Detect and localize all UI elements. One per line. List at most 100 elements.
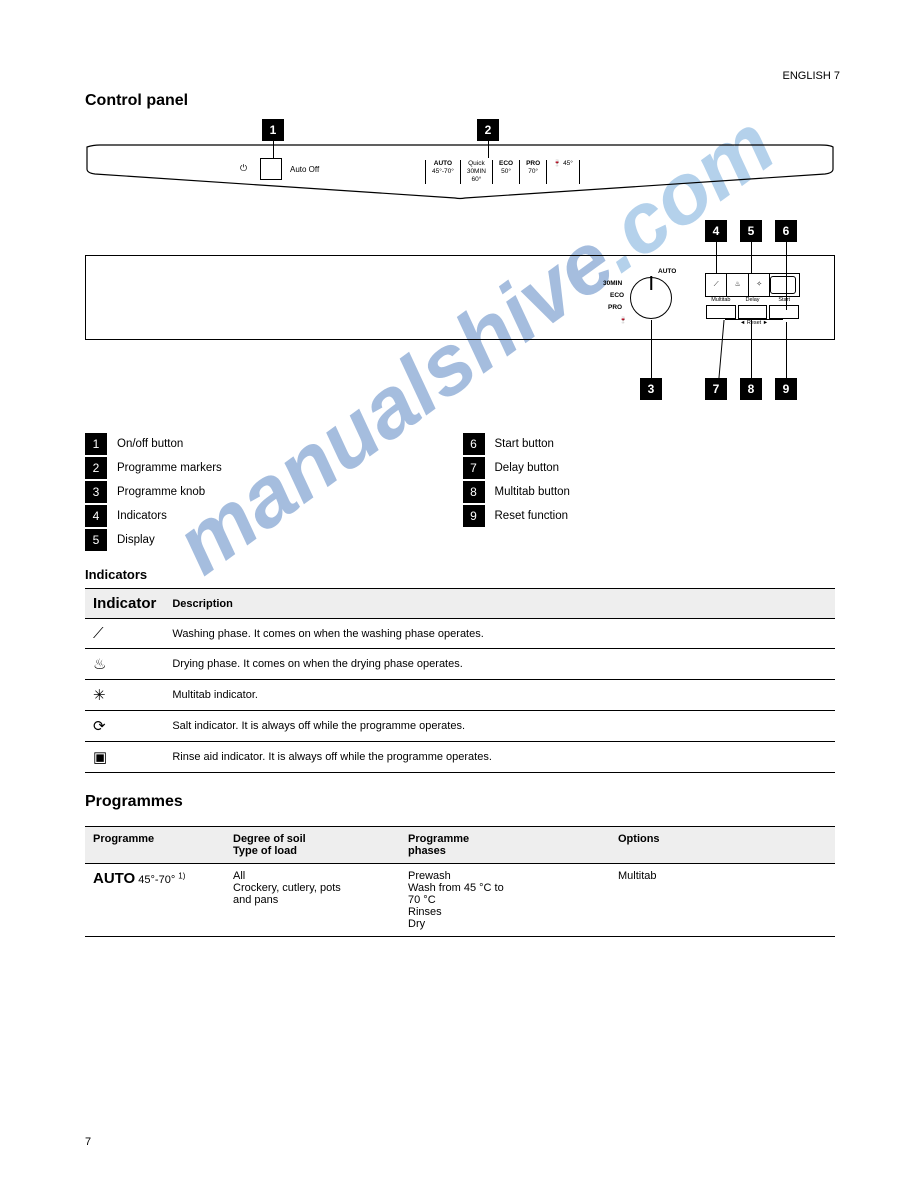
indicator-icon: ⟳ bbox=[85, 711, 164, 742]
marker-6: 6 bbox=[775, 220, 797, 242]
legend-text: Programme markers bbox=[117, 462, 222, 474]
legend-num: 3 bbox=[85, 481, 107, 503]
programmes-heading: Programmes bbox=[85, 793, 840, 811]
table-row: Programme Degree of soil Type of load Pr… bbox=[85, 827, 835, 864]
multitab-button-graphic bbox=[706, 305, 736, 319]
marker-9: 9 bbox=[775, 378, 797, 400]
indicator-cells: ⟋ ♨ ✧ bbox=[705, 273, 800, 297]
indicator-desc: Multitab indicator. bbox=[164, 680, 835, 711]
knob-label-pro: PRO bbox=[608, 304, 622, 311]
indicator-desc: Salt indicator. It is always off while t… bbox=[164, 711, 835, 742]
knob-label-glass: 🍷 bbox=[619, 316, 627, 324]
table-row: Indicator Description bbox=[85, 589, 835, 619]
knob-label-eco: ECO bbox=[610, 292, 624, 299]
marker-8: 8 bbox=[740, 378, 762, 400]
legend-text: Start button bbox=[495, 438, 554, 450]
table-row: ▣Rinse aid indicator. It is always off w… bbox=[85, 742, 835, 773]
legend-col-left: 1 On/off button 2 Programme markers 3 Progr… bbox=[85, 433, 463, 553]
page-number: 7 bbox=[85, 1136, 91, 1148]
table-row: ⟳Salt indicator. It is always off while … bbox=[85, 711, 835, 742]
marker-3: 3 bbox=[640, 378, 662, 400]
legend-text: Programme knob bbox=[117, 486, 205, 498]
table-row: ♨Drying phase. It comes on when the dryi… bbox=[85, 649, 835, 680]
prog-opts: Multitab bbox=[610, 864, 835, 937]
lower-panel: 4 5 6 AUTO 30MIN ECO PRO 🍷 ⟋ ♨ ✧ Multita… bbox=[85, 220, 835, 425]
prog-cell-0: AUTO45°-70° bbox=[425, 160, 460, 184]
button-labels: Multitab Delay Start bbox=[705, 297, 800, 303]
knob-label-auto: AUTO bbox=[658, 268, 676, 275]
indicator-cell-2: ✧ bbox=[749, 274, 770, 296]
prog-footnote: 1) bbox=[178, 871, 185, 880]
legend-text: Reset function bbox=[495, 510, 569, 522]
marker-1-line bbox=[273, 141, 274, 158]
prog-cell-4: 🍷 45° bbox=[546, 160, 580, 184]
indicators-table: Indicator Description ⟋Washing phase. It… bbox=[85, 588, 835, 773]
button-label-start: Start bbox=[768, 297, 800, 303]
auto-off-label: Auto Off bbox=[290, 165, 319, 174]
prog-cell-3: PRO70° bbox=[519, 160, 546, 184]
legend-text: Indicators bbox=[117, 510, 167, 522]
prog-name: AUTO bbox=[93, 870, 135, 887]
button-row bbox=[705, 305, 800, 319]
legend-num: 2 bbox=[85, 457, 107, 479]
reset-label: ◄ Reset ► bbox=[725, 319, 783, 326]
programmes-table: Programme Degree of soil Type of load Pr… bbox=[85, 826, 835, 937]
page-header: ENGLISH 7 bbox=[85, 70, 840, 82]
legend: 1 On/off button 2 Programme markers 3 Progr… bbox=[85, 433, 840, 553]
indicator-desc: Drying phase. It comes on when the dryin… bbox=[164, 649, 835, 680]
legend-text: On/off button bbox=[117, 438, 183, 450]
display-cluster: ⟋ ♨ ✧ Multitab Delay Start ◄ Reset ► bbox=[705, 273, 800, 321]
prog-th-0: Programme bbox=[85, 827, 225, 864]
indicator-desc: Rinse aid indicator. It is always off wh… bbox=[164, 742, 835, 773]
power-icon: ⏻ bbox=[240, 163, 247, 174]
start-button-graphic bbox=[769, 305, 799, 319]
legend-num: 4 bbox=[85, 505, 107, 527]
delay-button-graphic bbox=[738, 305, 768, 319]
legend-num: 8 bbox=[463, 481, 485, 503]
marker-7: 7 bbox=[705, 378, 727, 400]
prog-cell-1: Quick 30MIN60° bbox=[460, 160, 492, 184]
display-screen bbox=[770, 276, 796, 294]
table-row: AUTO 45°-70° 1) All Crockery, cutlery, p… bbox=[85, 864, 835, 937]
prog-soil: All Crockery, cutlery, pots and pans bbox=[225, 864, 400, 937]
legend-num: 9 bbox=[463, 505, 485, 527]
prog-temp: 45°-70° bbox=[138, 874, 175, 886]
indicator-icon: ▣ bbox=[85, 742, 164, 773]
legend-text: Delay button bbox=[495, 462, 560, 474]
program-strip: AUTO45°-70° Quick 30MIN60° ECO50° PRO70°… bbox=[425, 160, 580, 184]
legend-text: Display bbox=[117, 534, 155, 546]
legend-num: 7 bbox=[463, 457, 485, 479]
prog-th-3: Options bbox=[610, 827, 835, 864]
indicators-th-1: Description bbox=[164, 589, 835, 619]
indicator-cell-0: ⟋ bbox=[706, 274, 727, 296]
marker-2-line bbox=[488, 141, 489, 158]
button-label-delay: Delay bbox=[737, 297, 769, 303]
power-button-graphic bbox=[260, 158, 282, 180]
indicator-cell-1: ♨ bbox=[727, 274, 748, 296]
prog-cell-2: ECO50° bbox=[492, 160, 519, 184]
prog-th-2: Programme phases bbox=[400, 827, 610, 864]
legend-text: Multitab button bbox=[495, 486, 570, 498]
table-row: ✳Multitab indicator. bbox=[85, 680, 835, 711]
marker-2: 2 bbox=[477, 119, 499, 141]
display-screen-cell bbox=[770, 274, 799, 296]
marker-1: 1 bbox=[262, 119, 284, 141]
marker-4: 4 bbox=[705, 220, 727, 242]
marker-5: 5 bbox=[740, 220, 762, 242]
top-panel: 1 2 ⏻ Auto Off AUTO45°-70° Quick 30MIN60… bbox=[85, 125, 835, 215]
section-title: Control panel bbox=[85, 92, 840, 110]
legend-num: 1 bbox=[85, 433, 107, 455]
program-knob bbox=[630, 277, 672, 319]
legend-num: 5 bbox=[85, 529, 107, 551]
table-row: ⟋Washing phase. It comes on when the was… bbox=[85, 619, 835, 649]
indicator-icon: ⟋ bbox=[85, 619, 164, 649]
indicator-icon: ♨ bbox=[85, 649, 164, 680]
prog-th-1: Degree of soil Type of load bbox=[225, 827, 400, 864]
prog-name-cell: AUTO 45°-70° 1) bbox=[85, 864, 225, 937]
indicator-icon: ✳ bbox=[85, 680, 164, 711]
knob-label-30min: 30MIN bbox=[603, 280, 622, 287]
prog-phases: Prewash Wash from 45 °C to 70 °C Rinses … bbox=[400, 864, 610, 937]
indicators-heading: Indicators bbox=[85, 567, 840, 582]
legend-num: 6 bbox=[463, 433, 485, 455]
indicator-desc: Washing phase. It comes on when the wash… bbox=[164, 619, 835, 649]
